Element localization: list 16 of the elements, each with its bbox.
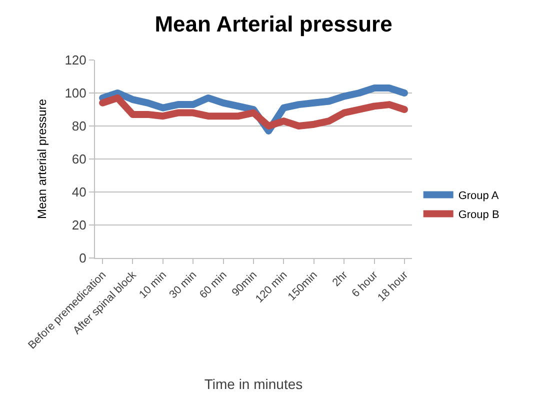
y-tick-label: 100 [64, 86, 86, 101]
x-tick-label: 60 min [197, 269, 230, 302]
x-tick-label: 2hr [330, 268, 350, 289]
x-axis-title: Time in minutes [204, 376, 303, 392]
y-tick-label: 20 [72, 218, 86, 233]
y-axis-title: Mean arterial pressure [34, 98, 49, 220]
y-tick-label: 0 [79, 250, 86, 266]
y-tick-label: 60 [72, 152, 86, 167]
legend-label: Group B [458, 209, 500, 222]
legend-label: Group A [458, 190, 500, 202]
x-tick-label: 10 min [137, 269, 169, 302]
x-tick-label: 30 min [167, 269, 200, 302]
chart-title: Mean Arterial pressure [154, 11, 392, 36]
y-tick-label: 80 [72, 118, 86, 134]
y-tick-label: 40 [72, 184, 86, 200]
y-tick-label: 120 [64, 52, 86, 68]
